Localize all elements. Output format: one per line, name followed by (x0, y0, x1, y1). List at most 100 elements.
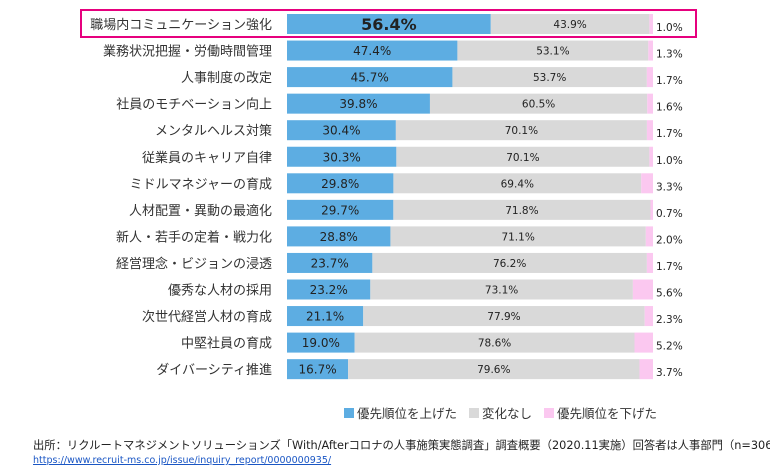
bar-segment-lowered (639, 359, 653, 380)
data-label-unchanged: 70.1% (505, 125, 538, 137)
category-label: 社員のモチベーション向上 (116, 97, 272, 113)
data-label-lowered: 1.7% (656, 128, 683, 140)
bar-segment-raised (287, 199, 394, 220)
bar-segment-lowered (646, 67, 653, 88)
data-label-unchanged: 76.2% (493, 258, 526, 270)
legend-swatch-raised (344, 407, 354, 418)
data-label-lowered: 1.0% (656, 22, 683, 34)
bar-segment-lowered (644, 306, 653, 327)
data-label-lowered: 2.0% (656, 234, 683, 246)
bar-segment-unchanged (396, 146, 650, 167)
bar-segment-raised (287, 146, 397, 167)
data-label-unchanged: 79.6% (477, 364, 510, 376)
data-label-raised: 29.8% (321, 177, 359, 191)
legend-item-lowered: 優先順位を下げた (544, 403, 657, 422)
legend-label-lowered: 優先順位を下げた (557, 406, 658, 421)
highlight-box (80, 9, 697, 38)
bar-segment-unchanged (390, 226, 646, 247)
bar-segment-unchanged (457, 40, 649, 61)
source-note: 出所：リクルートマネジメントソリューションズ「With/Afterコロナの人事施… (33, 439, 770, 452)
bar-segment-raised (287, 332, 355, 353)
bar-segment-raised (287, 252, 373, 273)
data-label-raised: 47.4% (353, 44, 391, 58)
data-label-lowered: 1.7% (656, 261, 683, 273)
data-label-unchanged: 71.8% (505, 205, 538, 217)
data-label-lowered: 1.6% (656, 102, 683, 114)
bar-segment-raised (287, 67, 453, 88)
data-label-unchanged: 71.1% (501, 231, 534, 243)
bar-segment-raised (287, 93, 430, 114)
legend-swatch-lowered (544, 407, 555, 418)
bar-segment-unchanged (348, 359, 640, 380)
data-label-lowered: 1.7% (656, 75, 683, 87)
bar-segment-lowered (634, 332, 653, 353)
category-label: 人事制度の改定 (181, 70, 272, 86)
data-label-raised: 28.8% (320, 230, 358, 244)
bar-segment-raised (287, 279, 371, 300)
bar-segment-lowered (641, 173, 653, 194)
data-label-raised: 21.1% (306, 310, 344, 324)
source-link[interactable]: https://www.recruit-ms.co.jp/issue/inqui… (33, 455, 332, 466)
data-label-raised: 16.7% (298, 363, 336, 377)
bar-segment-lowered (646, 120, 653, 141)
data-label-unchanged: 60.5% (522, 99, 555, 111)
data-label-lowered: 2.3% (656, 314, 683, 326)
data-label-lowered: 1.0% (656, 155, 683, 167)
bar-segment-raised (287, 226, 391, 247)
data-label-lowered: 5.6% (656, 288, 683, 300)
data-label-raised: 30.3% (323, 150, 361, 164)
bar-segment-lowered (648, 40, 653, 61)
data-label-raised: 45.7% (351, 71, 389, 85)
data-label-unchanged: 73.1% (485, 285, 518, 297)
bar-segment-raised (287, 173, 394, 194)
data-label-raised: 19.0% (302, 336, 340, 350)
bar-segment-unchanged (363, 306, 645, 327)
bar-segment-unchanged (372, 252, 647, 273)
category-label: 中堅社員の育成 (181, 336, 272, 352)
bar-segment-raised (287, 359, 349, 380)
bar-segment-lowered (649, 146, 653, 167)
data-label-lowered: 5.2% (656, 341, 683, 353)
bar-segment-lowered (645, 226, 653, 247)
bar-segment-unchanged (370, 279, 633, 300)
legend-label-raised: 優先順位を上げた (357, 406, 458, 421)
bar-segment-unchanged (393, 199, 651, 220)
bar-segment-unchanged (354, 332, 635, 353)
category-label: メンタルヘルス対策 (155, 123, 272, 139)
legend-item-raised: 優先順位を上げた (344, 403, 457, 422)
data-label-unchanged: 43.9% (553, 19, 586, 31)
data-label-raised: 30.4% (322, 124, 360, 138)
data-label-raised: 23.7% (311, 256, 349, 270)
bar-segment-unchanged (490, 14, 650, 34)
data-label-unchanged: 69.4% (501, 178, 534, 190)
data-label-unchanged: 78.6% (478, 338, 511, 350)
data-label-unchanged: 70.1% (506, 152, 539, 164)
bar-segment-raised (287, 40, 458, 61)
legend-swatch-unchanged (469, 407, 480, 418)
data-label-raised: 29.7% (321, 203, 359, 217)
legend: 優先順位を上げた 変化なし 優先順位を下げた (344, 403, 663, 422)
data-label-raised: 23.2% (310, 283, 348, 297)
category-label: 優秀な人材の採用 (168, 284, 272, 299)
data-label-lowered: 0.7% (656, 208, 683, 220)
category-label: 職場内コミュニケーション強化 (90, 17, 272, 33)
bar-segment-unchanged (393, 173, 642, 194)
data-label-raised: 56.4% (361, 15, 417, 34)
data-label-unchanged: 77.9% (487, 311, 520, 323)
data-label-unchanged: 53.7% (533, 72, 566, 84)
category-label: 次世代経営人材の育成 (142, 309, 272, 325)
bar-segment-lowered (646, 252, 653, 273)
bar-segment-unchanged (452, 67, 647, 88)
bar-segment-raised (287, 14, 491, 34)
bar-segment-unchanged (429, 93, 648, 114)
bar-segment-raised (287, 120, 396, 141)
data-label-unchanged: 53.1% (536, 46, 569, 58)
category-label: ダイバーシティ推進 (156, 363, 272, 378)
legend-label-unchanged: 変化なし (482, 406, 533, 421)
legend-item-unchanged: 変化なし (469, 403, 532, 422)
data-label-lowered: 3.3% (656, 181, 683, 193)
data-label-lowered: 1.3% (656, 49, 683, 61)
category-label: ミドルマネジャーの育成 (130, 176, 272, 192)
bar-segment-raised (287, 306, 364, 327)
